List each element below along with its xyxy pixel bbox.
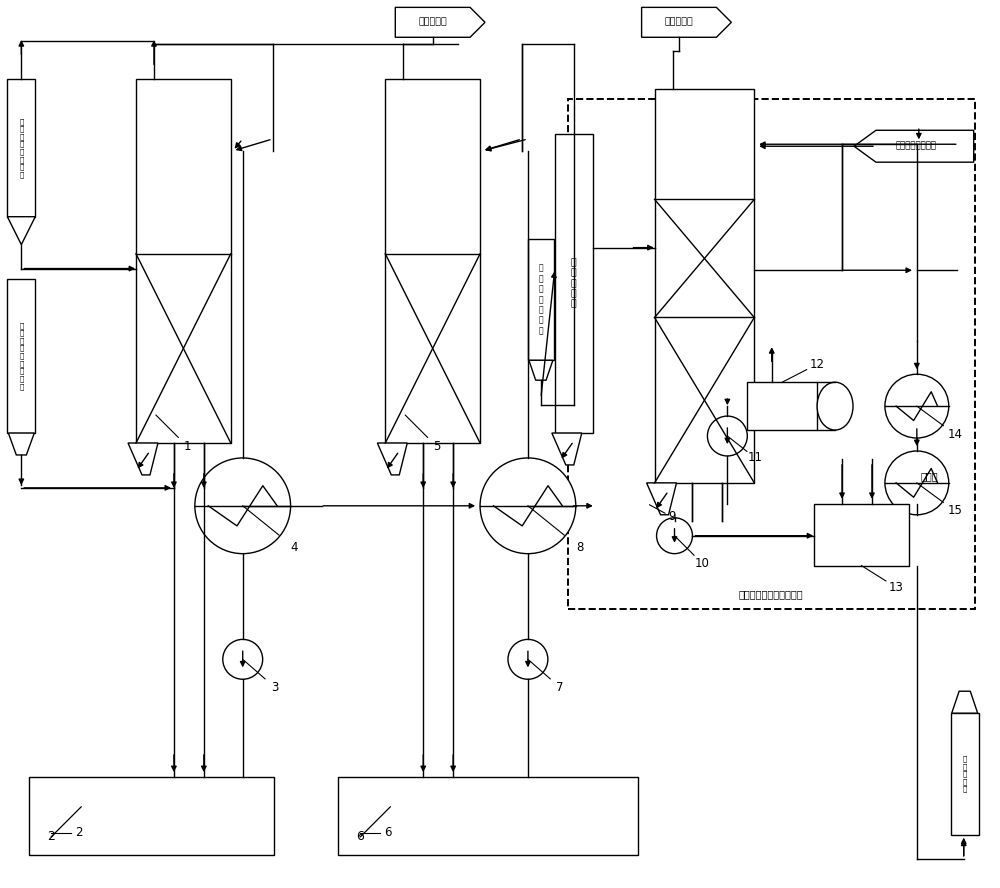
Text: 9: 9 [668, 511, 675, 523]
Bar [528, 239, 554, 361]
Text: 1: 1 [184, 440, 192, 454]
Text: 8: 8 [576, 541, 583, 554]
Polygon shape [395, 7, 485, 37]
Text: 10: 10 [695, 557, 710, 570]
Text: 去一次转化: 去一次转化 [419, 18, 447, 27]
Polygon shape [642, 7, 731, 37]
Circle shape [885, 374, 949, 438]
Bar [555, 134, 593, 433]
Text: 2: 2 [47, 830, 55, 844]
Text: 已设置的低温热回收系统: 已设置的低温热回收系统 [739, 590, 804, 599]
Text: 工艺水: 工艺水 [921, 471, 938, 481]
Text: 6: 6 [356, 830, 364, 844]
Text: 15: 15 [947, 504, 962, 518]
Text: 来自二吸塔循环酸: 来自二吸塔循环酸 [895, 142, 936, 151]
Text: 气
体
冷
却
器: 气 体 冷 却 器 [571, 258, 577, 309]
Bar [29, 777, 274, 855]
Text: 稀
硫
酸
产
水: 稀 硫 酸 产 水 [963, 756, 967, 792]
Text: 4: 4 [291, 541, 298, 554]
Circle shape [195, 458, 291, 553]
Text: 来
自
一
次
转
化
气: 来 自 一 次 转 化 气 [539, 264, 543, 335]
Polygon shape [529, 361, 553, 380]
Circle shape [223, 639, 263, 679]
Polygon shape [128, 443, 158, 475]
Polygon shape [377, 443, 407, 475]
Bar [655, 89, 754, 483]
Text: 来
自
净
化
工
段
烟
气: 来 自 净 化 工 段 烟 气 [19, 118, 24, 178]
Text: 7: 7 [556, 681, 564, 694]
Bar [747, 382, 817, 430]
Polygon shape [854, 131, 974, 163]
Bar [385, 79, 480, 443]
Text: 3: 3 [271, 681, 278, 694]
Text: 5: 5 [433, 440, 441, 454]
Polygon shape [952, 691, 978, 713]
Circle shape [885, 451, 949, 515]
Text: 去二次转化: 去二次转化 [665, 18, 694, 27]
Circle shape [707, 416, 747, 456]
Ellipse shape [817, 382, 853, 430]
Text: 掺
入
喷
淋
系
统
的
循
酸: 掺 入 喷 淋 系 统 的 循 酸 [19, 322, 24, 390]
Bar [136, 79, 231, 443]
Circle shape [480, 458, 576, 553]
Text: 11: 11 [748, 451, 763, 464]
Text: 2: 2 [75, 826, 83, 839]
Bar [568, 99, 975, 609]
Bar [951, 713, 979, 835]
Text: 13: 13 [889, 581, 904, 594]
Bar [7, 79, 35, 217]
Polygon shape [552, 433, 582, 465]
Bar [814, 503, 909, 566]
Bar [7, 279, 35, 433]
Circle shape [657, 518, 692, 553]
Text: 12: 12 [810, 358, 825, 371]
Polygon shape [8, 433, 34, 455]
Polygon shape [647, 483, 677, 515]
Text: 6: 6 [385, 826, 392, 839]
Circle shape [508, 639, 548, 679]
Bar [338, 777, 638, 855]
Polygon shape [7, 217, 35, 244]
Text: 14: 14 [947, 427, 962, 440]
